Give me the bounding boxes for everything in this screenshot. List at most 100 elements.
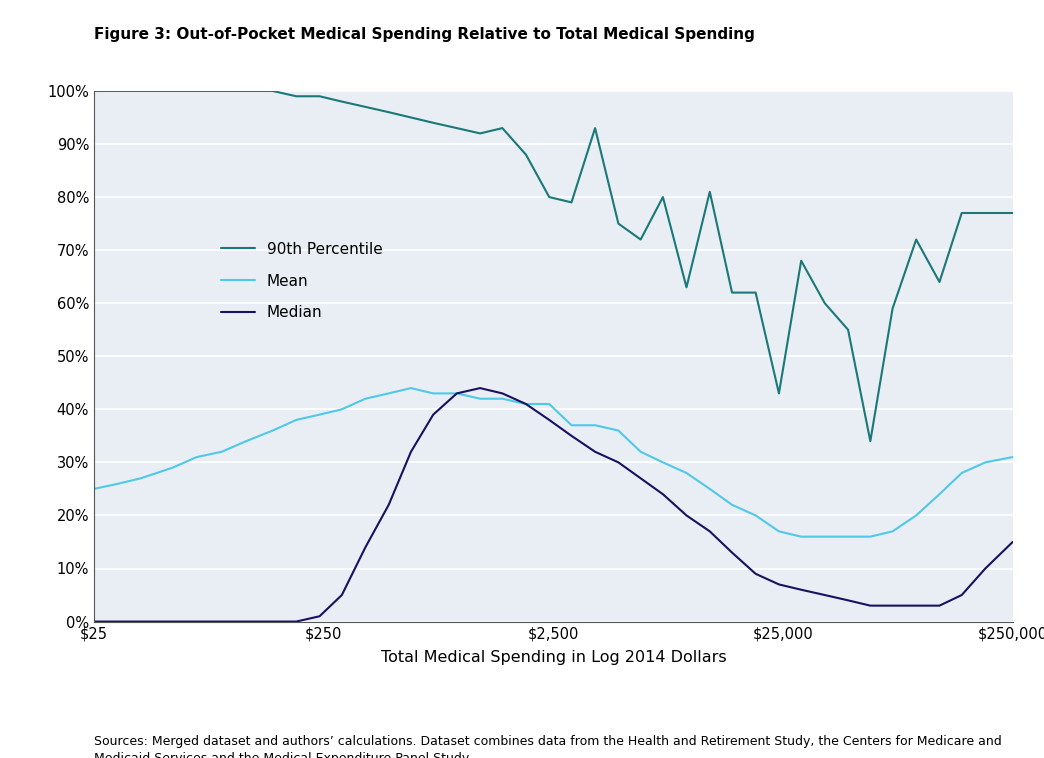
Median xyxy=(794,585,807,594)
Median xyxy=(427,410,440,419)
Median xyxy=(818,590,831,600)
Mean xyxy=(979,458,992,467)
Mean xyxy=(565,421,577,430)
90th Percentile xyxy=(496,124,508,133)
Mean xyxy=(451,389,464,398)
Mean xyxy=(135,474,147,483)
X-axis label: Total Medical Spending in Log 2014 Dollars: Total Medical Spending in Log 2014 Dolla… xyxy=(380,650,727,665)
Median xyxy=(405,447,418,456)
Mean xyxy=(635,447,647,456)
Median xyxy=(290,617,303,626)
Text: Sources: Merged dataset and authors’ calculations. Dataset combines data from th: Sources: Merged dataset and authors’ cal… xyxy=(94,735,1001,758)
Median xyxy=(979,564,992,573)
Median xyxy=(135,617,147,626)
Median xyxy=(359,543,372,552)
Mean xyxy=(474,394,487,403)
Mean xyxy=(405,384,418,393)
Median xyxy=(910,601,923,610)
Median xyxy=(955,590,968,600)
Mean xyxy=(681,468,693,478)
Mean xyxy=(113,479,125,488)
90th Percentile xyxy=(113,86,125,96)
Mean xyxy=(818,532,831,541)
Mean xyxy=(589,421,601,430)
Mean xyxy=(726,500,738,509)
Median xyxy=(933,601,946,610)
Median xyxy=(841,596,854,605)
90th Percentile xyxy=(681,283,693,292)
90th Percentile xyxy=(382,108,395,117)
90th Percentile xyxy=(818,299,831,308)
90th Percentile xyxy=(359,102,372,111)
Legend: 90th Percentile, Mean, Median: 90th Percentile, Mean, Median xyxy=(221,242,382,321)
Median xyxy=(451,389,464,398)
90th Percentile xyxy=(520,150,532,159)
Median xyxy=(166,617,179,626)
Mean xyxy=(773,527,785,536)
Mean xyxy=(841,532,854,541)
90th Percentile xyxy=(773,389,785,398)
Mean xyxy=(88,484,100,493)
Mean xyxy=(886,527,899,536)
Median xyxy=(1006,537,1019,547)
90th Percentile xyxy=(750,288,762,297)
90th Percentile xyxy=(240,86,253,96)
90th Percentile xyxy=(933,277,946,287)
Median xyxy=(313,612,326,621)
Median xyxy=(335,590,348,600)
Median xyxy=(657,490,669,499)
Line: 90th Percentile: 90th Percentile xyxy=(94,91,1013,441)
90th Percentile xyxy=(794,256,807,265)
90th Percentile xyxy=(88,86,100,96)
90th Percentile xyxy=(726,288,738,297)
Mean xyxy=(427,389,440,398)
90th Percentile xyxy=(955,208,968,218)
Median xyxy=(266,617,279,626)
Mean xyxy=(955,468,968,478)
90th Percentile xyxy=(704,187,716,196)
90th Percentile xyxy=(886,304,899,313)
Mean xyxy=(1006,453,1019,462)
Median xyxy=(215,617,228,626)
90th Percentile xyxy=(215,86,228,96)
Mean xyxy=(215,447,228,456)
Median xyxy=(681,511,693,520)
Median xyxy=(113,617,125,626)
Median xyxy=(543,415,555,424)
90th Percentile xyxy=(135,86,147,96)
Text: Figure 3: Out-of-Pocket Medical Spending Relative to Total Medical Spending: Figure 3: Out-of-Pocket Medical Spending… xyxy=(94,27,755,42)
Mean xyxy=(794,532,807,541)
90th Percentile xyxy=(290,92,303,101)
Median xyxy=(635,474,647,483)
90th Percentile xyxy=(589,124,601,133)
Mean xyxy=(266,426,279,435)
Mean xyxy=(910,511,923,520)
Median xyxy=(240,617,253,626)
Mean xyxy=(704,484,716,493)
Mean xyxy=(313,410,326,419)
Median xyxy=(496,389,508,398)
90th Percentile xyxy=(427,118,440,127)
90th Percentile xyxy=(405,113,418,122)
90th Percentile xyxy=(841,325,854,334)
90th Percentile xyxy=(166,86,179,96)
Median xyxy=(773,580,785,589)
Median xyxy=(704,527,716,536)
90th Percentile xyxy=(612,219,624,228)
90th Percentile xyxy=(657,193,669,202)
Mean xyxy=(520,399,532,409)
Median xyxy=(565,431,577,440)
90th Percentile xyxy=(543,193,555,202)
Median xyxy=(589,447,601,456)
90th Percentile xyxy=(190,86,203,96)
90th Percentile xyxy=(1006,208,1019,218)
Mean xyxy=(496,394,508,403)
Median xyxy=(864,601,877,610)
Median xyxy=(726,548,738,557)
Mean xyxy=(190,453,203,462)
Median xyxy=(190,617,203,626)
90th Percentile xyxy=(635,235,647,244)
Median xyxy=(382,500,395,509)
90th Percentile xyxy=(565,198,577,207)
Mean xyxy=(290,415,303,424)
